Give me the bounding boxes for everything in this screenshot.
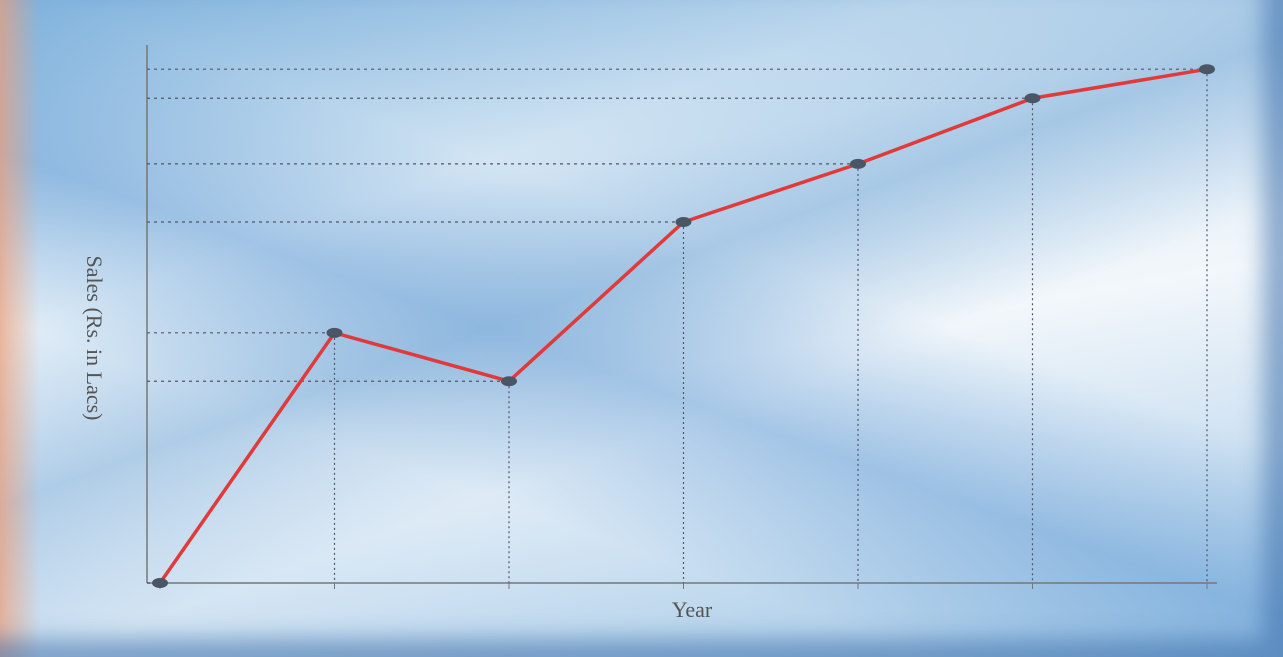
data-point	[850, 158, 866, 169]
data-point	[1199, 64, 1215, 75]
y-axis-label: Sales (Rs. in Lacs)	[82, 256, 107, 421]
x-axis-label: Year	[672, 597, 713, 622]
data-point	[1024, 93, 1041, 104]
series-line	[158, 67, 1208, 585]
data-point	[152, 578, 168, 588]
data-point	[326, 327, 343, 338]
data-point	[501, 376, 517, 387]
data-point	[675, 217, 692, 228]
